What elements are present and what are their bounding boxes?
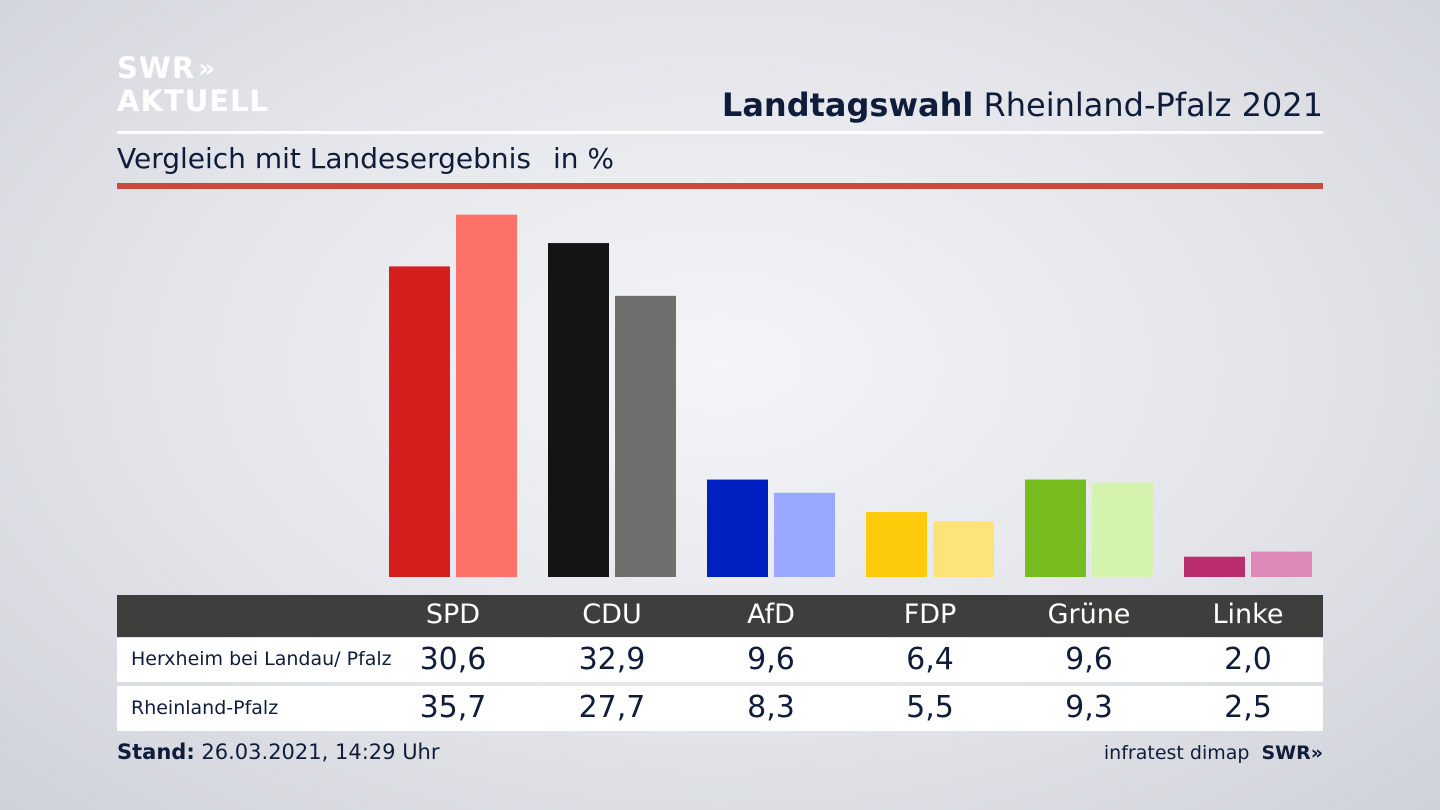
divider-red [117, 183, 1323, 189]
bar-afd-local [707, 479, 768, 577]
logo-swr: SWR [117, 51, 196, 85]
column-header-linke: Linke [1212, 599, 1284, 630]
bar-cdu-local [548, 243, 609, 577]
bar-linke-local [1184, 556, 1245, 577]
divider-white [117, 131, 1323, 134]
bar-cdu-state [615, 295, 676, 577]
source-label: infratest dimap [1103, 742, 1250, 764]
logo-arrows-icon: » [198, 53, 215, 84]
bar-linke-state [1251, 551, 1312, 577]
source-credit: infratest dimap SWR» [1104, 742, 1323, 764]
column-header-cdu: CDU [582, 599, 642, 630]
value-cdu-state: 27,7 [578, 690, 646, 725]
subtitle-unit: in % [552, 142, 615, 175]
bar-fdp-state [933, 521, 994, 577]
page-title: Landtagswahl Rheinland-Pfalz 2021 [722, 86, 1323, 124]
swr-aktuell-logo: SWR» AKTUELL [117, 54, 269, 116]
bar-afd-state [774, 492, 835, 577]
column-header-fdp: FDP [903, 599, 957, 630]
stand-label: Stand: [117, 740, 195, 764]
value-fdp-local: 6,4 [906, 642, 954, 677]
value-linke-state: 2,5 [1224, 690, 1272, 725]
bar-spd-local [389, 266, 450, 577]
row-label: Herxheim bei Landau/ Pfalz [131, 648, 392, 670]
value-gruene-local: 9,6 [1065, 642, 1113, 677]
value-spd-local: 30,6 [419, 642, 487, 677]
chart-subtitle: Vergleich mit Landesergebnis in % [117, 142, 614, 175]
subtitle-text: Vergleich mit Landesergebnis [117, 142, 531, 175]
logo-aktuell: AKTUELL [117, 84, 270, 118]
value-gruene-state: 9,3 [1065, 690, 1113, 725]
value-afd-state: 8,3 [747, 690, 795, 725]
bar-spd-state [456, 214, 517, 577]
stand-value: 26.03.2021, 14:29 Uhr [201, 740, 440, 764]
table-header: SPD CDU AfD FDP Grüne Linke [117, 595, 1323, 637]
value-linke-local: 2,0 [1224, 642, 1272, 677]
table-row: Herxheim bei Landau/ Pfalz 30,6 32,9 9,6 6,… [117, 638, 1323, 682]
column-header-spd: SPD [425, 599, 481, 630]
value-spd-state: 35,7 [419, 690, 487, 725]
title-rest: Rheinland-Pfalz 2021 [983, 86, 1323, 124]
table-row: Rheinland-Pfalz 35,7 27,7 8,3 5,5 9,3 2,5 [117, 686, 1323, 731]
value-afd-local: 9,6 [747, 642, 795, 677]
swr-small-logo: SWR» [1261, 742, 1323, 764]
value-fdp-state: 5,5 [906, 690, 954, 725]
row-label: Rheinland-Pfalz [131, 697, 279, 719]
bar-gruene-local [1025, 479, 1086, 577]
bar-gruene-state [1092, 482, 1153, 577]
title-bold: Landtagswahl [721, 86, 974, 124]
bar-fdp-local [866, 512, 927, 577]
column-header-afd: AfD [747, 599, 795, 630]
column-header-gruene: Grüne [1047, 599, 1131, 630]
stand-info: Stand: 26.03.2021, 14:29 Uhr [117, 740, 440, 764]
value-cdu-local: 32,9 [578, 642, 646, 677]
